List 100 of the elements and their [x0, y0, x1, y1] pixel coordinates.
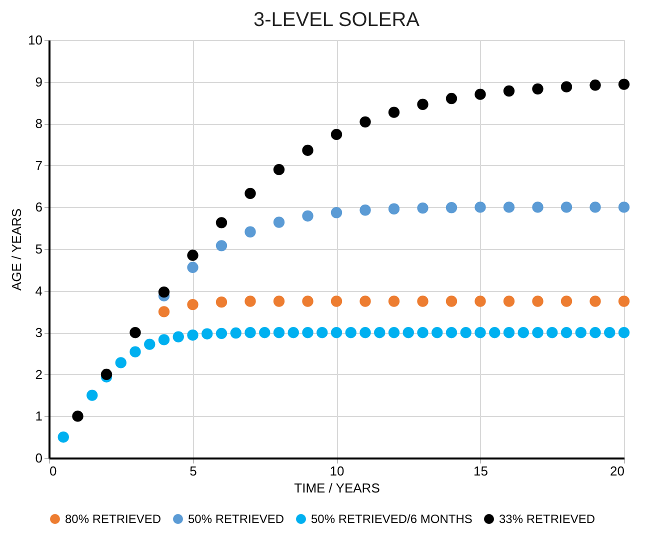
point [86, 390, 98, 401]
point [273, 216, 285, 228]
point [560, 327, 572, 338]
point [618, 78, 630, 90]
point [446, 296, 458, 307]
point [115, 357, 126, 368]
point [330, 327, 342, 338]
point [273, 327, 285, 338]
point [546, 327, 558, 338]
point [244, 296, 256, 307]
point [417, 202, 428, 214]
point [202, 328, 213, 340]
point [330, 207, 342, 218]
point [618, 327, 630, 338]
point [244, 327, 256, 338]
point [532, 296, 544, 307]
point [360, 327, 371, 338]
point [187, 330, 198, 341]
point [316, 327, 328, 338]
point [158, 286, 170, 298]
point [330, 296, 342, 307]
point [187, 299, 198, 310]
point [259, 327, 270, 338]
y-tick-label: 0 [35, 450, 42, 466]
point [590, 80, 601, 91]
point [230, 327, 242, 339]
y-tick-label: 9 [35, 74, 42, 90]
point [489, 327, 500, 338]
point [330, 128, 342, 140]
point [144, 338, 156, 350]
legend-label: 50% RETRIEVED [188, 512, 284, 526]
point [532, 202, 544, 213]
point [158, 334, 170, 346]
y-tick-label: 3 [35, 325, 42, 340]
y-axis-title: AGE / YEARS [9, 208, 24, 291]
point [302, 296, 314, 307]
y-tick-label: 4 [35, 283, 42, 298]
point [172, 331, 184, 342]
y-tick-label: 8 [35, 116, 42, 132]
point [388, 106, 400, 118]
y-tick-label: 2 [35, 366, 42, 382]
point [474, 327, 486, 338]
point [532, 327, 544, 338]
point [402, 327, 414, 338]
y-tick-label: 5 [35, 242, 42, 256]
point [417, 98, 428, 110]
point [474, 88, 486, 100]
y-tick-label: 6 [35, 200, 42, 215]
point [532, 83, 544, 94]
point [503, 296, 515, 307]
point [474, 296, 486, 307]
point [518, 327, 529, 338]
point [158, 306, 170, 318]
point [417, 296, 428, 307]
point [618, 202, 630, 213]
point [130, 346, 141, 358]
point [216, 217, 228, 228]
point [604, 327, 616, 338]
point [590, 327, 601, 338]
point [560, 202, 572, 213]
y-tick-label: 1 [35, 408, 42, 424]
point [244, 188, 256, 199]
point [273, 164, 285, 176]
point [187, 250, 198, 261]
point [187, 262, 198, 273]
point [360, 204, 371, 216]
x-tick-label: 15 [474, 464, 488, 478]
legend-label: 80% RETRIEVED [65, 512, 162, 526]
point [345, 327, 356, 338]
x-tick-label: 20 [610, 464, 624, 478]
point [216, 240, 228, 252]
point [302, 210, 314, 222]
point [446, 202, 458, 214]
point [374, 327, 386, 338]
x-tick-label: 10 [330, 464, 344, 478]
point [432, 327, 443, 338]
point [446, 327, 458, 338]
x-axis-title: TIME / YEARS [294, 480, 380, 496]
point [360, 296, 371, 307]
point [130, 327, 141, 338]
point [446, 92, 458, 104]
point [618, 296, 630, 307]
legend-label: 50% RETRIEVED/6 MONTHS [311, 512, 472, 526]
legend-label: 33% RETRIEVED [499, 512, 596, 526]
point [302, 144, 314, 156]
point [244, 226, 256, 238]
point [216, 296, 228, 308]
point [360, 116, 371, 128]
point [503, 85, 515, 97]
point [100, 368, 112, 380]
point [590, 296, 601, 307]
point [575, 327, 586, 338]
point [460, 327, 472, 338]
point [388, 203, 400, 214]
point [560, 81, 572, 92]
point [503, 202, 515, 213]
point [273, 296, 285, 307]
x-tick-label: 5 [190, 464, 197, 478]
point [388, 296, 400, 307]
point [216, 328, 228, 340]
